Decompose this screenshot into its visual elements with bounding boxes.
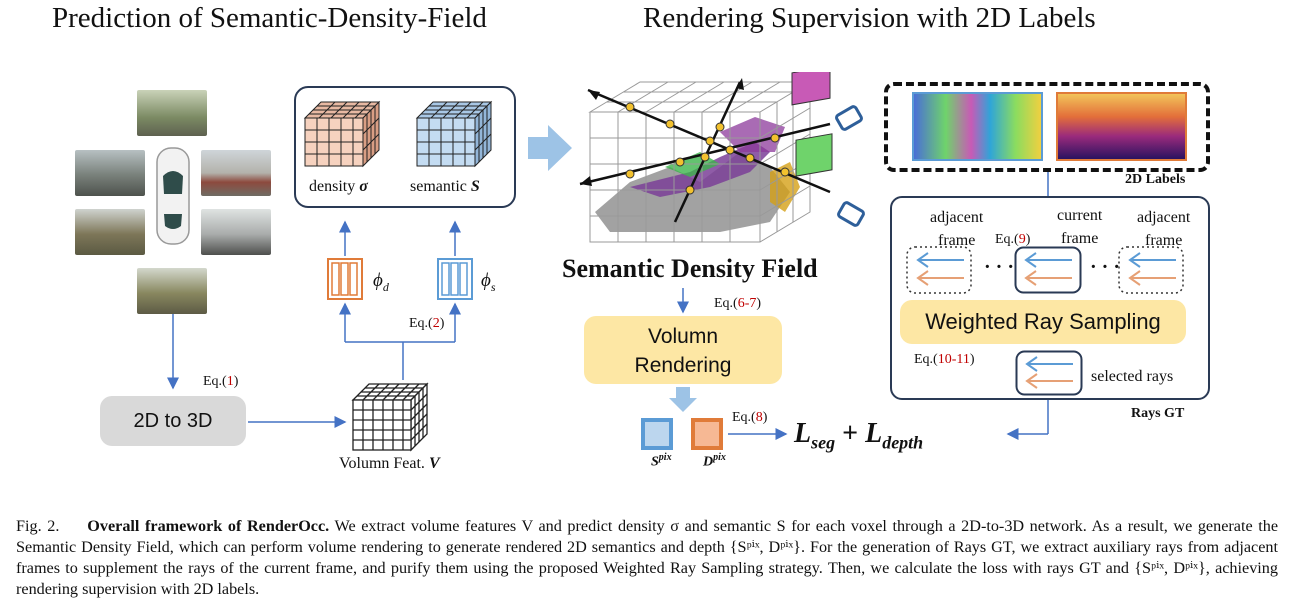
phi-s-label: ϕs (481, 270, 496, 294)
left-heading: Prediction of Semantic-Density-Field (52, 2, 487, 34)
rays-gt-label: Rays GT (1131, 406, 1185, 421)
camera-back-right-image (201, 209, 271, 255)
to3d-box: 2D to 3D (100, 396, 246, 446)
volume-feature-cube (351, 382, 429, 452)
adjacent-rays-left-icon (906, 246, 972, 294)
current-frame-label: current frame (1057, 207, 1103, 247)
selected-rays-label: selected rays (1091, 368, 1174, 385)
semantic-density-field-title: Semantic Density Field (562, 254, 818, 283)
eq2-label: Eq.(2) (409, 316, 445, 331)
density-label: density σ (309, 178, 368, 195)
current-rays-icon (1014, 246, 1082, 294)
phi-d-network-icon (327, 258, 363, 300)
caption-fig-number: Fig. 2. (16, 517, 60, 535)
ellipsis-left: · · · (984, 256, 1015, 278)
semantic-label-image (912, 92, 1043, 161)
car-icon (156, 147, 190, 245)
volume-feature-label: Volumn Feat. V (339, 455, 440, 472)
weighted-ray-sampling-box: Weighted Ray Sampling (900, 300, 1186, 344)
caption-text: We extract volume features V and predict… (16, 517, 1279, 598)
ellipsis-right: · · · (1090, 256, 1121, 278)
semantic-density-field-grid (579, 72, 865, 243)
eq9-label: Eq.(9) (995, 232, 1031, 247)
density-voxel-cube (303, 100, 381, 168)
loss-formula: Lseg + Ldepth (794, 418, 924, 453)
camera-front-right-image (201, 150, 271, 196)
adjacent-rays-right-icon (1118, 246, 1184, 294)
caption-title: Overall framework of RenderOcc. (87, 517, 330, 535)
phi-s-network-icon (437, 258, 473, 300)
adjacent-frame-right-label: adjacent frame (1137, 209, 1191, 249)
depth-label-image (1056, 92, 1187, 161)
d-pix-swatch (691, 418, 723, 450)
camera-back-image (137, 268, 207, 314)
eq1-label: Eq.(1) (203, 374, 239, 389)
eq1011-label: Eq.(10-11) (914, 352, 975, 367)
s-pix-swatch (641, 418, 673, 450)
camera-front-image (137, 90, 207, 136)
rays-gt-panel (890, 196, 1210, 400)
volume-rendering-box: Volumn Rendering (584, 316, 782, 384)
figure-caption: Fig. 2. Overall framework of RenderOcc. … (16, 516, 1278, 600)
selected-rays-icon (1015, 350, 1083, 396)
adjacent-frame-left-label: adjacent frame (930, 209, 984, 249)
camera-back-left-image (75, 209, 145, 255)
semantic-voxel-cube (415, 100, 493, 168)
eq67-label: Eq.(6-7) (714, 296, 762, 311)
labels-title: 2D Labels (1125, 172, 1186, 187)
eq8-label: Eq.(8) (732, 410, 768, 425)
volume-rendering-line2: Rendering (634, 354, 732, 377)
phi-d-label: ϕd (373, 270, 389, 294)
semantic-label: semantic S (410, 178, 480, 195)
volume-rendering-line1: Volumn (647, 325, 719, 348)
d-pix-label: Dpix (703, 452, 726, 470)
camera-front-left-image (75, 150, 145, 196)
s-pix-label: Spix (651, 452, 672, 470)
right-heading: Rendering Supervision with 2D Labels (643, 2, 1096, 34)
labels-dashed-box (884, 82, 1210, 172)
